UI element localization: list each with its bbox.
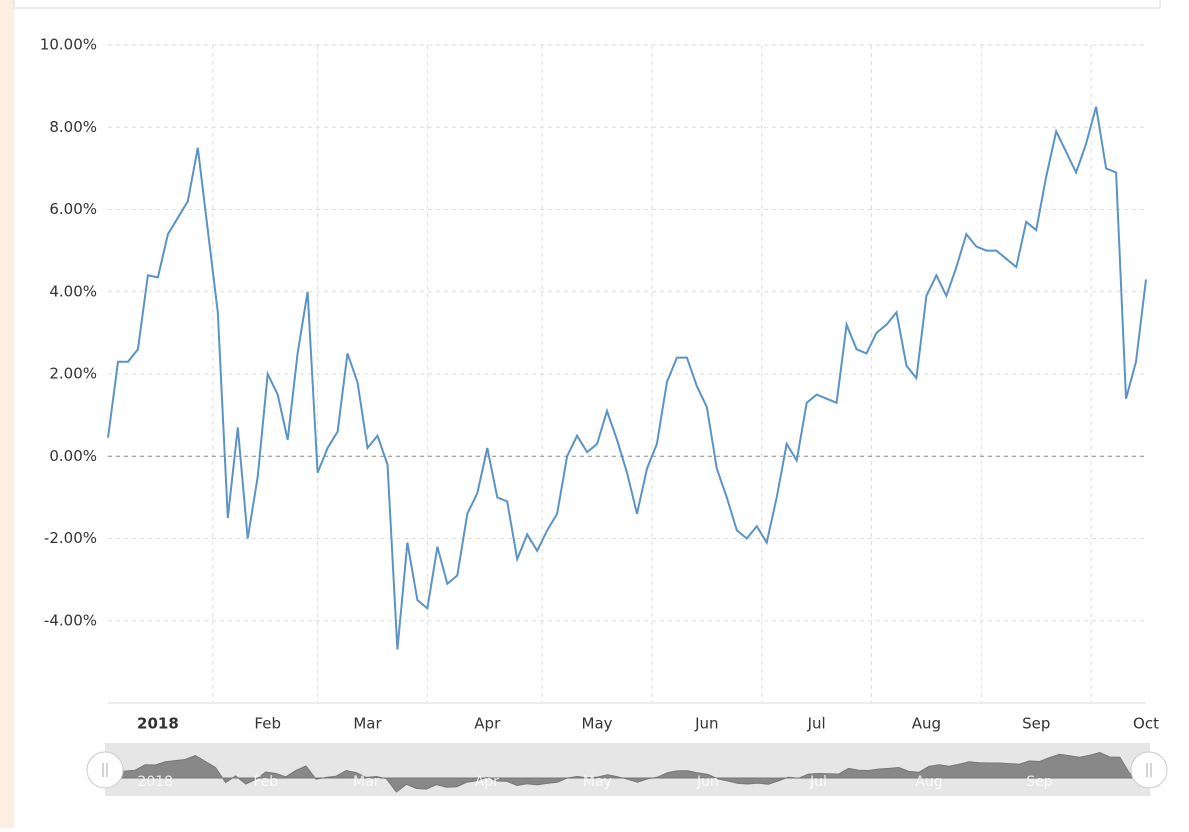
y-tick-label: 6.00% bbox=[49, 200, 97, 218]
series-line bbox=[107, 106, 1147, 650]
navigator-handle-left[interactable] bbox=[86, 751, 124, 789]
navigator-label: 2018 bbox=[137, 774, 173, 790]
y-tick-label: -4.00% bbox=[44, 611, 97, 629]
navigator-area bbox=[104, 751, 1151, 793]
plot: -4.00% -2.00% 0.00% 2.00% 4.00% 6.00% 8.00% 10.… bbox=[40, 36, 1159, 733]
x-tick-label: 2018 bbox=[137, 715, 179, 733]
top-panel bbox=[13, 0, 1161, 9]
y-tick-label: 2.00% bbox=[49, 365, 97, 383]
navigator-label: Jun bbox=[696, 774, 719, 790]
navigator-label: May bbox=[583, 774, 612, 790]
x-tick-label: Feb bbox=[254, 715, 281, 733]
y-tick-label: 10.00% bbox=[40, 36, 97, 54]
side-strip bbox=[0, 0, 14, 828]
y-tick-label: 0.00% bbox=[49, 447, 97, 465]
y-tick-label: 4.00% bbox=[49, 282, 97, 300]
navigator-label: Mar bbox=[353, 774, 380, 790]
x-tick-label: Mar bbox=[353, 715, 382, 733]
navigator-label: Jul bbox=[809, 774, 827, 790]
x-tick-label: May bbox=[582, 715, 613, 733]
navigator-label: Apr bbox=[475, 774, 499, 790]
y-tick-label: -2.00% bbox=[44, 529, 97, 547]
x-tick-label: Oct bbox=[1133, 715, 1159, 733]
navigator-label: Aug bbox=[915, 774, 942, 790]
x-tick-label: Aug bbox=[912, 715, 941, 733]
x-tick-label: Apr bbox=[474, 715, 501, 733]
navigator-label: Sep bbox=[1026, 774, 1053, 790]
x-tick-label: Jun bbox=[694, 715, 718, 733]
x-tick-label: Sep bbox=[1022, 715, 1050, 733]
navigator-label: Feb bbox=[253, 774, 278, 790]
navigator-handle-right[interactable] bbox=[1130, 751, 1168, 789]
y-tick-label: 8.00% bbox=[49, 118, 97, 136]
x-tick-label: Jul bbox=[807, 715, 826, 733]
